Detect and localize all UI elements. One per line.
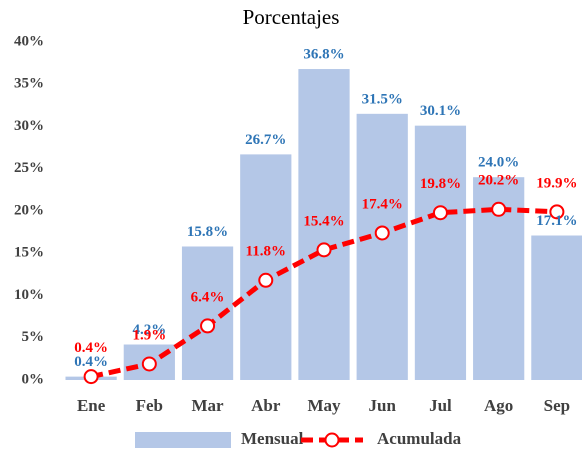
y-tick-label: 10% xyxy=(14,287,44,303)
line-marker xyxy=(549,204,565,220)
line-marker xyxy=(374,225,390,241)
x-tick-label: Ago xyxy=(484,396,513,415)
data-label: 31.5% xyxy=(362,91,403,107)
y-tick-label: 20% xyxy=(14,202,44,218)
data-label: 30.1% xyxy=(420,103,461,119)
x-tick-label: Feb xyxy=(136,396,163,415)
bar xyxy=(240,154,292,380)
data-label: 19.8% xyxy=(420,176,461,192)
data-label: 4.2% xyxy=(132,322,166,338)
data-label: 20.2% xyxy=(478,173,519,189)
y-tick-label: 40% xyxy=(14,33,44,49)
data-label: 15.4% xyxy=(303,213,344,229)
data-label: 1.9% xyxy=(132,327,166,343)
data-label: 24.0% xyxy=(478,155,519,171)
line xyxy=(90,206,557,380)
bar xyxy=(298,69,350,380)
data-label: 15.8% xyxy=(187,224,228,240)
chart-subtitle: Porcentajes xyxy=(243,5,340,29)
line-marker xyxy=(200,318,216,334)
data-label: 17.1% xyxy=(536,213,577,229)
x-tick-label: Jul xyxy=(429,396,452,415)
line-marker xyxy=(258,272,274,288)
x-tick-label: Jun xyxy=(369,396,397,415)
y-tick-label: 15% xyxy=(14,245,44,261)
legend-swatch xyxy=(135,432,231,448)
bar xyxy=(356,113,408,380)
line-marker xyxy=(141,356,157,372)
y-tick-label: 25% xyxy=(14,160,44,176)
x-tick-label: Sep xyxy=(544,396,570,415)
y-tick-label: 30% xyxy=(14,118,44,134)
legend-marker xyxy=(324,432,340,448)
line-marker xyxy=(83,369,99,385)
data-label: 6.4% xyxy=(191,289,225,305)
y-tick-label: 5% xyxy=(22,329,45,345)
x-tick-label: Ene xyxy=(77,396,106,415)
bar xyxy=(531,235,582,380)
data-label: 26.7% xyxy=(245,132,286,148)
data-label: 0.4% xyxy=(74,354,108,370)
data-label: 11.8% xyxy=(246,244,286,260)
bar xyxy=(414,125,467,380)
line-marker xyxy=(316,242,332,258)
legend-label: Acumulada xyxy=(377,429,462,448)
data-label: 17.4% xyxy=(362,196,403,212)
data-label: 36.8% xyxy=(303,46,344,62)
y-tick-label: 35% xyxy=(14,76,44,92)
line-marker xyxy=(432,205,448,221)
legend-label: Mensual xyxy=(241,429,304,448)
data-label: 19.9% xyxy=(536,175,577,191)
x-tick-label: May xyxy=(307,396,341,415)
y-tick-label: 0% xyxy=(22,371,45,387)
data-label: 0.4% xyxy=(74,340,108,356)
x-tick-label: Abr xyxy=(251,396,281,415)
x-tick-label: Mar xyxy=(192,396,225,415)
line-marker xyxy=(491,201,507,217)
